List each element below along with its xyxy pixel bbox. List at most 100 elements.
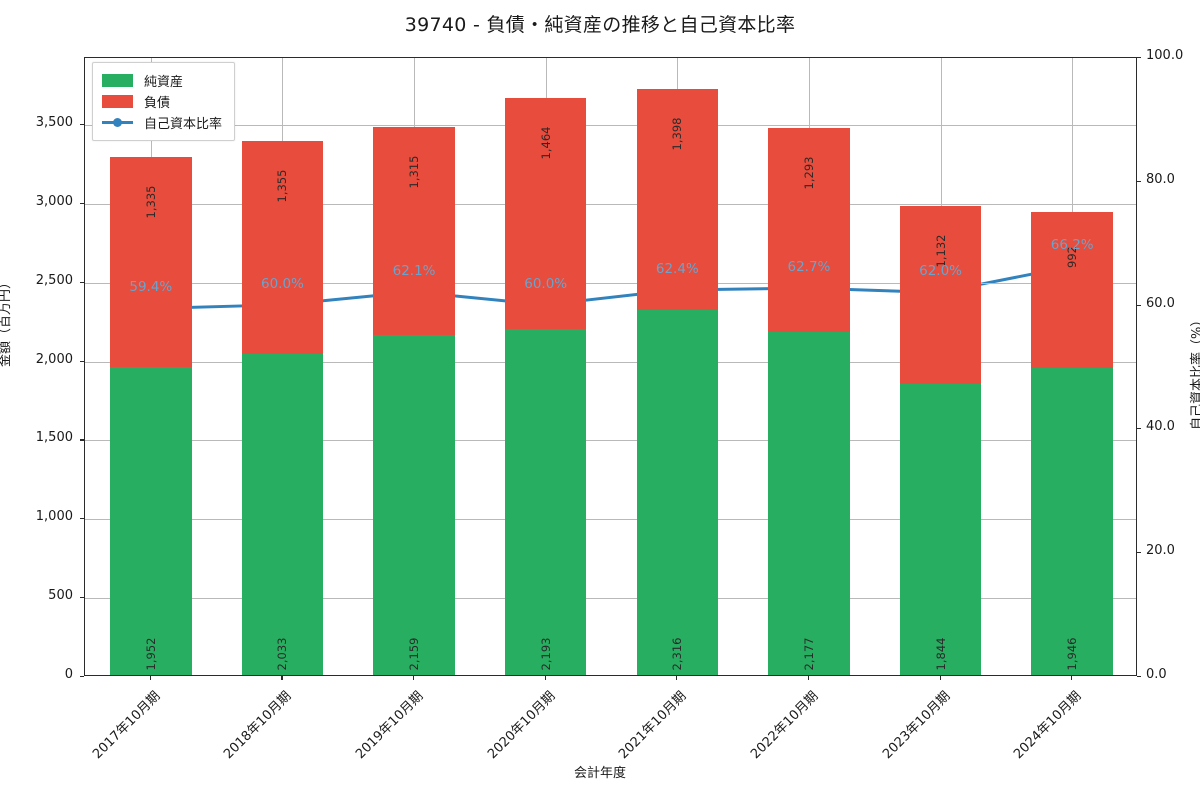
ratio-value-label: 62.4% <box>655 260 699 277</box>
bar-segment-debt[interactable]: 1,293 <box>768 127 850 332</box>
legend-line-marker-icon <box>102 116 133 129</box>
gridline-horizontal <box>85 519 1136 521</box>
bar-segment-debt[interactable]: 1,335 <box>110 156 192 368</box>
bar-group[interactable]: 1,952 1,335 <box>110 56 192 675</box>
bar-segment-equity[interactable]: 2,193 <box>504 329 587 675</box>
bar-value-label-debt: 1,355 <box>275 169 290 203</box>
legend-item[interactable]: 負債 <box>102 91 222 112</box>
ratio-value-label: 59.4% <box>129 279 173 296</box>
y-axis-tick-label-right: 80.0 <box>1146 171 1175 187</box>
bar-segment-equity[interactable]: 1,952 <box>110 367 192 675</box>
legend-item-label: 負債 <box>144 96 171 111</box>
y-axis-tick-label-left: 3,500 <box>35 115 73 131</box>
gridline-horizontal <box>85 598 1136 600</box>
bar-group[interactable]: 2,193 1,464 <box>504 56 587 675</box>
y-axis-tick-mark-right <box>1137 304 1141 306</box>
y-axis-tick-mark-left <box>80 439 84 441</box>
bar-value-label-equity: 1,844 <box>933 637 948 671</box>
bar-value-label-equity: 2,033 <box>275 637 290 671</box>
ratio-value-label: 66.2% <box>1050 237 1094 254</box>
y-axis-tick-label-left: 3,000 <box>35 193 73 209</box>
bar-value-label-debt: 1,315 <box>407 155 422 189</box>
y-axis-tick-mark-left <box>80 360 84 362</box>
bar-group[interactable]: 1,844 1,132 <box>899 56 982 675</box>
y-axis-tick-label-right: 0.0 <box>1146 667 1167 682</box>
y-axis-tick-label-right: 100.0 <box>1146 48 1184 63</box>
y-axis-tick-label-left: 1,000 <box>35 509 73 525</box>
bar-group[interactable]: 2,177 1,293 <box>768 56 850 675</box>
y-axis-tick-mark-right <box>1137 428 1141 430</box>
legend-item[interactable]: 自己資本比率 <box>102 112 222 133</box>
x-axis-tick-mark <box>1071 676 1073 680</box>
y-axis-tick-label-left: 2,500 <box>35 272 73 288</box>
legend-color-swatch <box>102 74 133 87</box>
bar-value-label-debt: 1,464 <box>538 126 553 160</box>
ratio-value-label: 62.7% <box>787 258 831 275</box>
chart-legend: 純資産負債自己資本比率 <box>92 62 236 141</box>
bar-segment-debt[interactable]: 992 <box>1031 211 1113 369</box>
gridline-horizontal <box>85 282 1136 284</box>
bar-segment-equity[interactable]: 2,316 <box>636 309 719 675</box>
y-axis-tick-label-left: 2,000 <box>35 351 73 367</box>
bar-value-label-debt: 1,398 <box>670 117 685 151</box>
legend-item[interactable]: 純資産 <box>102 70 222 91</box>
bar-group[interactable]: 1,946 992 <box>1031 56 1113 675</box>
bar-segment-debt[interactable]: 1,355 <box>241 140 324 355</box>
y-axis-title-right: 自己資本比率（%） <box>1190 313 1200 430</box>
gridline-horizontal <box>85 361 1136 363</box>
y-axis-tick-label-right: 40.0 <box>1146 419 1175 435</box>
legend-color-swatch <box>102 95 133 108</box>
bar-segment-equity[interactable]: 2,177 <box>768 331 850 675</box>
bar-segment-debt[interactable]: 1,464 <box>504 98 587 330</box>
bar-value-label-equity: 1,952 <box>143 637 158 671</box>
bar-segment-debt[interactable]: 1,398 <box>636 89 719 310</box>
bar-segment-debt[interactable]: 1,315 <box>373 127 455 335</box>
x-axis-tick-mark <box>544 676 546 680</box>
x-axis-title: 会計年度 <box>573 766 626 781</box>
bar-value-label-equity: 2,177 <box>801 637 816 671</box>
y-axis-tick-label-left: 500 <box>48 588 73 604</box>
ratio-value-label: 62.0% <box>919 263 963 280</box>
gridline-horizontal <box>85 440 1136 442</box>
y-axis-tick-mark-right <box>1137 57 1141 59</box>
bar-segment-debt[interactable]: 1,132 <box>899 205 982 385</box>
bar-group[interactable]: 2,033 1,355 <box>241 56 324 675</box>
x-axis-tick-mark <box>281 676 283 680</box>
bar-segment-equity[interactable]: 2,159 <box>373 334 455 675</box>
bar-segment-equity[interactable]: 2,033 <box>241 354 324 675</box>
plot-area: 1,952 1,335 2,033 1,355 2,159 1,315 2,193 1,464… <box>84 57 1137 676</box>
bar-value-label-debt: 1,293 <box>801 156 816 190</box>
bar-segment-equity[interactable]: 1,946 <box>1031 368 1113 675</box>
y-axis-tick-mark-right <box>1137 552 1141 554</box>
x-axis-tick-mark <box>676 676 678 680</box>
gridline-horizontal <box>85 125 1136 127</box>
ratio-value-label: 62.1% <box>392 262 436 279</box>
y-axis-title-left: 金額（百万円） <box>0 275 13 367</box>
x-axis-tick-mark <box>149 676 151 680</box>
y-axis-tick-mark-right <box>1137 180 1141 182</box>
y-axis-tick-label-right: 60.0 <box>1146 295 1175 311</box>
ratio-value-label: 60.0% <box>260 275 304 292</box>
x-axis-tick-mark <box>939 676 941 680</box>
y-axis-tick-mark-left <box>80 676 84 678</box>
ratio-value-label: 60.0% <box>524 275 568 292</box>
y-axis-tick-label-left: 0 <box>64 667 73 682</box>
bar-group[interactable]: 2,316 1,398 <box>636 56 719 675</box>
gridline-horizontal <box>85 203 1136 205</box>
y-axis-tick-mark-left <box>80 281 84 283</box>
bar-segment-equity[interactable]: 1,844 <box>899 384 982 675</box>
bar-value-label-equity: 2,159 <box>407 637 422 671</box>
chart-title: 39740 - 負債・純資産の推移と自己資本比率 <box>404 14 796 36</box>
bar-value-label-equity: 2,316 <box>670 637 685 671</box>
x-axis-tick-mark <box>413 676 415 680</box>
bar-value-label-debt: 1,132 <box>933 234 948 268</box>
bar-group[interactable]: 2,159 1,315 <box>373 56 455 675</box>
legend-item-label: 自己資本比率 <box>144 117 223 132</box>
y-axis-tick-mark-left <box>80 124 84 126</box>
y-axis-tick-label-right: 20.0 <box>1146 543 1175 559</box>
bar-value-label-debt: 1,335 <box>143 185 158 219</box>
bar-value-label-equity: 1,946 <box>1065 637 1080 671</box>
legend-item-label: 純資産 <box>144 75 184 90</box>
x-axis-tick-mark <box>807 676 810 680</box>
